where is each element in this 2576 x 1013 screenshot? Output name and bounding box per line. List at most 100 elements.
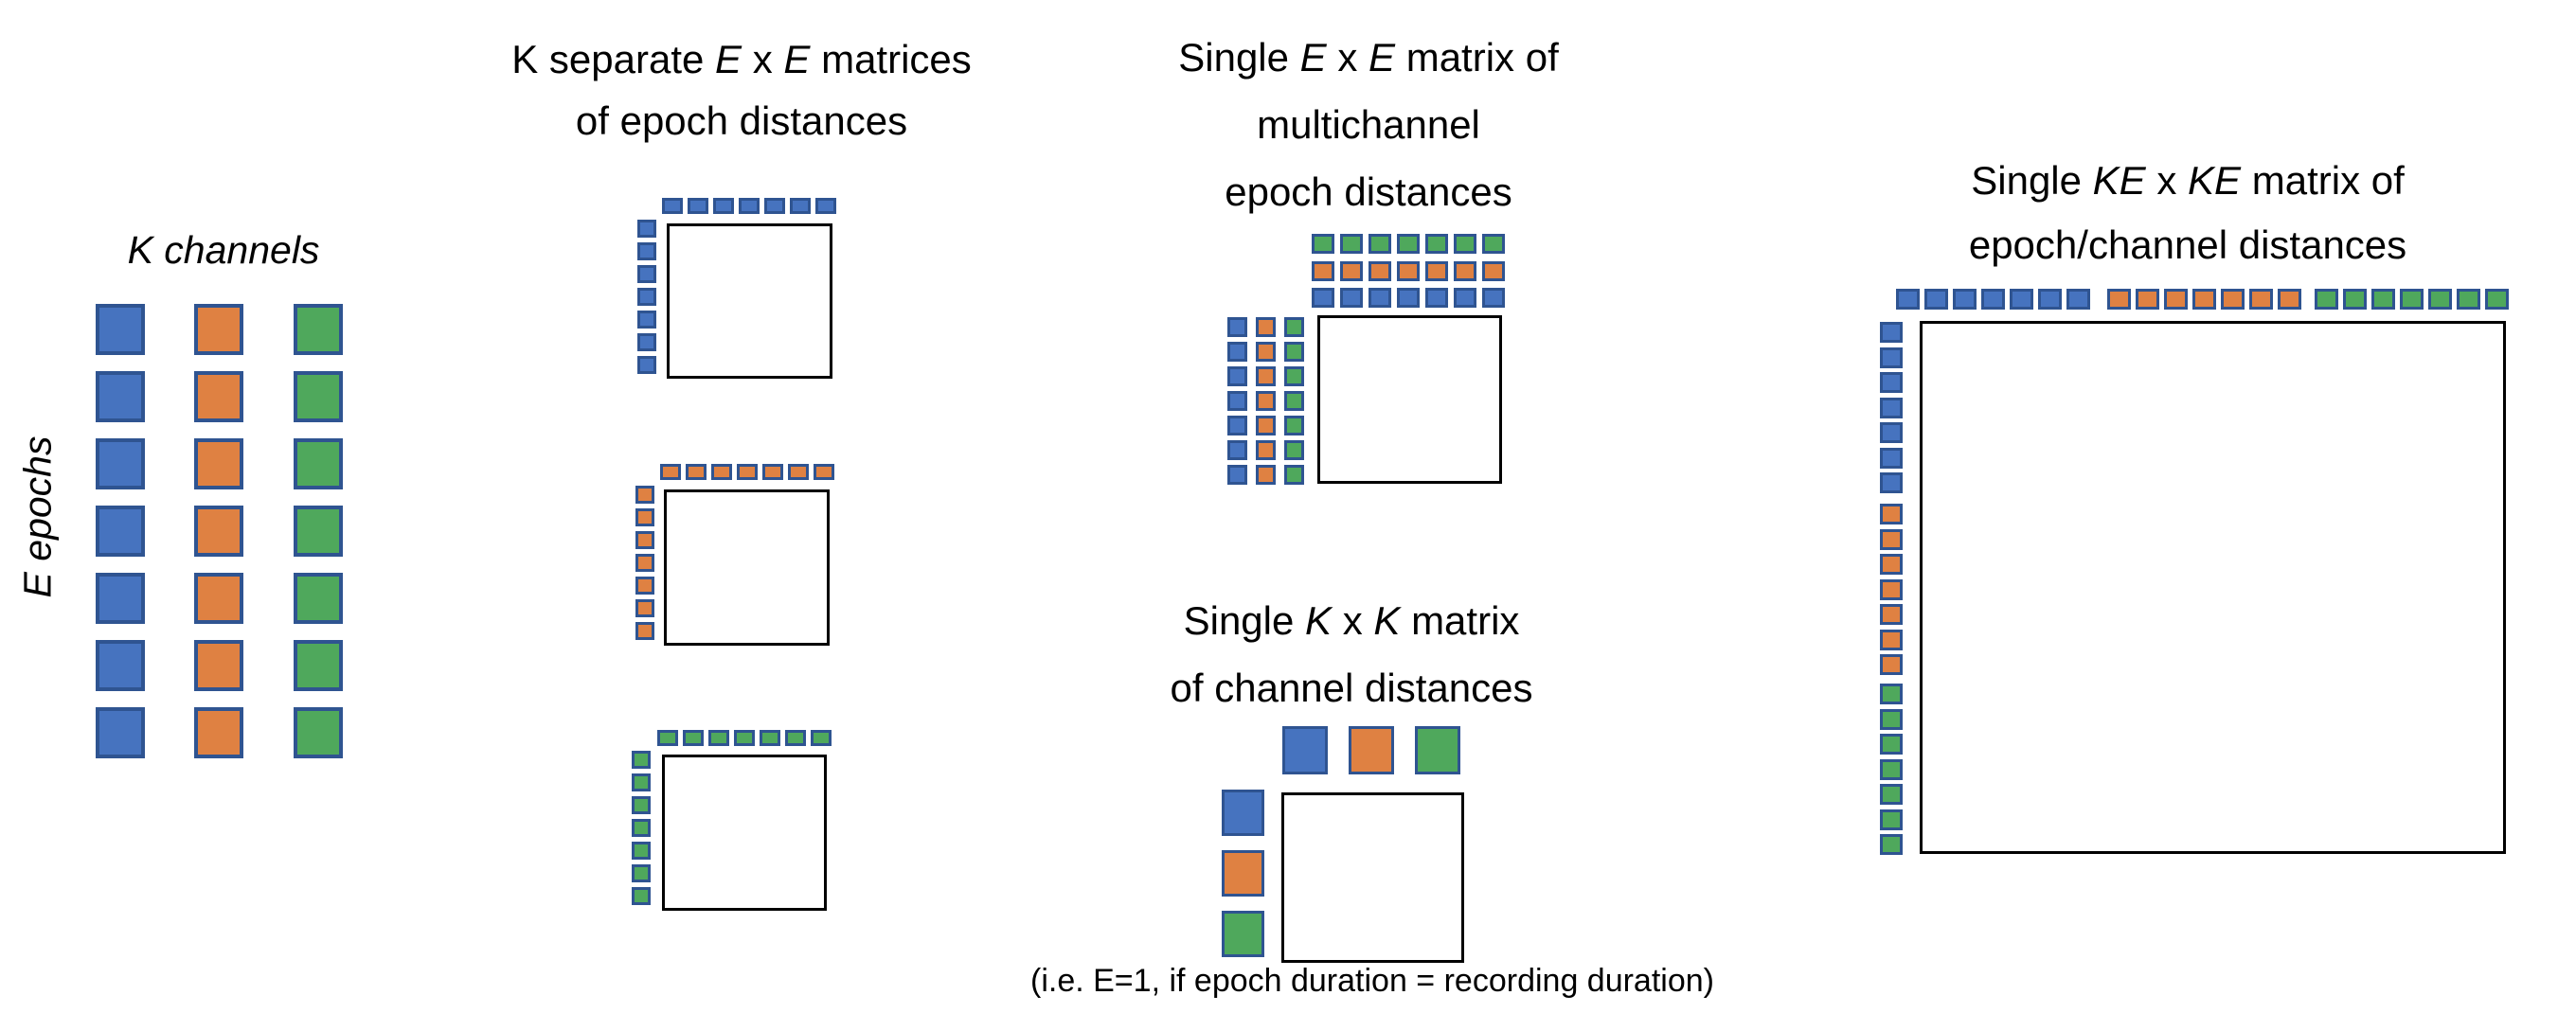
blue-square [1397,288,1420,308]
orange-square [194,438,243,489]
blue-square [96,371,145,422]
green-square [294,438,343,489]
orange-square [1349,726,1394,774]
epoch-header-row-green [657,730,832,746]
epoch-grid-column-orange [194,304,243,758]
blue-square [764,198,785,214]
orange-square [737,464,758,480]
orange-square [2249,289,2273,310]
green-square [2428,289,2452,310]
green-square [1415,726,1460,774]
multichannel-title-line3: epoch distances [1225,169,1512,214]
title-part: K separate [511,37,716,81]
orange-square [788,464,809,480]
channel-matrix-title-line1: Single K x K matrix [1183,598,1520,643]
blue-square [1880,472,1903,493]
green-square [1284,342,1304,362]
green-square [294,573,343,624]
green-square [811,730,832,746]
green-square [632,796,651,814]
orange-square [1222,850,1264,897]
title-part: matrix of [1395,35,1559,80]
e-epochs-label: E epochs [15,435,60,598]
blue-square [1896,289,1920,310]
green-square [632,751,651,769]
title-part: Single [1183,598,1306,643]
epoch-header-col-orange [635,486,654,640]
green-square [683,730,704,746]
blue-square [1227,416,1247,435]
title-part: x [1326,35,1369,80]
orange-square [1425,261,1448,281]
orange-square [2107,289,2131,310]
blue-square [1425,288,1448,308]
multichannel-header-col-orange [1256,317,1276,485]
blue-square [1880,447,1903,469]
green-square [632,773,651,791]
green-square [632,842,651,860]
multichannel-title-line1: Single E x E matrix of [1178,35,1559,80]
green-square [1222,911,1264,957]
orange-square [194,304,243,355]
blue-square [1880,372,1903,393]
title-part-italic: E [715,37,742,81]
blue-square [688,198,708,214]
green-square [1454,234,1476,254]
multichannel-header-row-blue [1312,288,1505,308]
channel-header-row [1282,726,1460,774]
epoch-header-row-orange [660,464,834,480]
ke-matrix-title-line2: epoch/channel distances [1968,222,2407,267]
blue-square [96,438,145,489]
orange-square [194,506,243,557]
blue-square [96,506,145,557]
channel-matrix-box [1281,792,1464,963]
orange-square [686,464,707,480]
green-square [632,864,651,882]
epoch-grid-column-green [294,304,343,758]
blue-square [637,220,656,238]
orange-square [1256,366,1276,386]
orange-square [1880,528,1903,550]
green-square [1880,809,1903,830]
title-part: x [742,37,784,81]
blue-square [637,288,656,306]
title-part-italic: E [783,37,811,81]
orange-square [1880,629,1903,650]
green-square [1284,366,1304,386]
epoch-header-row-blue [662,198,836,214]
orange-square [1880,554,1903,575]
green-square [1880,758,1903,780]
green-square [2457,289,2480,310]
ke-header-col-green [1880,684,1903,855]
k-channels-label: K channels [127,228,320,272]
multichannel-header-row-green [1312,234,1505,254]
epoch-grid-column-blue [96,304,145,758]
separate-matrices-title-line2: of epoch distances [575,98,908,143]
orange-square [635,531,654,549]
blue-square [662,198,683,214]
blue-square [1227,391,1247,411]
orange-square [1340,261,1363,281]
green-square [1284,440,1304,460]
orange-square [2221,289,2245,310]
blue-square [1981,289,2005,310]
blue-square [1880,422,1903,443]
ke-header-row-orange [2107,289,2301,310]
epoch-distance-matrix-box-green [662,755,827,911]
orange-square [1880,604,1903,625]
green-square [1284,416,1304,435]
blue-square [1227,465,1247,485]
blue-square [1368,288,1391,308]
epoch-distance-matrix-box-blue [667,223,832,379]
channel-matrix-title-line2: of channel distances [1170,666,1533,710]
blue-square [739,198,760,214]
orange-square [635,554,654,572]
green-square [2315,289,2338,310]
orange-square [711,464,732,480]
ke-matrix-box [1920,321,2506,854]
title-part: matrix [1400,598,1520,643]
green-square [1312,234,1334,254]
blue-square [2038,289,2062,310]
green-square [2343,289,2367,310]
blue-square [96,573,145,624]
